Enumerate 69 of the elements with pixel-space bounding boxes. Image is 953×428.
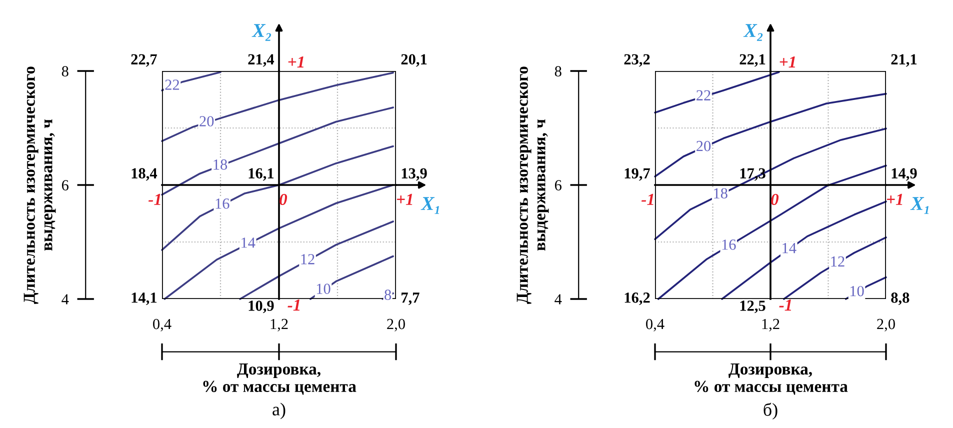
- y-tick-label: 4: [554, 294, 562, 304]
- series-label: 12: [301, 254, 314, 264]
- line-series: [783, 236, 887, 300]
- text: 19,7: [624, 168, 650, 181]
- series-label: 18: [714, 188, 728, 199]
- x-tick-label: 1,2: [270, 318, 288, 332]
- text: 13,9: [402, 168, 427, 181]
- x2-tick-label: -1: [148, 194, 160, 205]
- series-label: 14: [782, 243, 796, 254]
- series-label: 22: [696, 90, 710, 100]
- x-tick-label: 1,2: [762, 318, 780, 332]
- x-tick-label: 2,0: [877, 318, 895, 332]
- series-label: 20: [200, 116, 214, 126]
- text: 10,9: [248, 300, 274, 314]
- y-tick-label: 6: [554, 180, 562, 190]
- series-label: 22: [165, 80, 180, 90]
- y2-tick-label: -1: [288, 300, 300, 311]
- text: б): [764, 402, 778, 420]
- line-series: [161, 72, 394, 142]
- text: 20,1: [401, 54, 427, 67]
- series-label: 10: [316, 284, 330, 294]
- text: а): [272, 402, 286, 420]
- x-tick-label: 0,4: [153, 318, 172, 332]
- annotation: 16,1: [248, 168, 274, 181]
- series-label: 16: [216, 198, 230, 209]
- y-tick-label: 4: [62, 294, 69, 304]
- x2-tick-label: -1: [641, 194, 654, 205]
- series-label: 14: [242, 238, 256, 248]
- series-label: 20: [696, 140, 711, 152]
- text: 16,2: [624, 292, 650, 306]
- text: 14,1: [132, 292, 157, 306]
- text: 14,9: [892, 168, 917, 181]
- y2-axis-title: X₂: [743, 24, 763, 41]
- y-axis-title: Длительность изотермического выдерживания, ч: [24, 66, 56, 304]
- x2-tick-label: +1: [887, 194, 902, 205]
- line-series: [239, 220, 394, 300]
- line-series: [657, 164, 887, 300]
- x-axis-title: Дозировка, % от массы цемента: [694, 364, 848, 395]
- x2-axis-title: X₁: [910, 197, 929, 214]
- y2-tick-label: +1: [780, 56, 795, 68]
- y-tick-label: 8: [554, 66, 562, 76]
- x-tick-label: 0,4: [646, 318, 664, 332]
- y2-tick-label: +1: [288, 56, 304, 68]
- text: 22,1: [740, 54, 766, 67]
- text: 23,2: [624, 54, 650, 67]
- line-series: [161, 145, 394, 251]
- text: 22,7: [131, 54, 157, 67]
- text: 21,4: [248, 54, 274, 67]
- text: 12,5: [740, 300, 766, 314]
- text: 21,1: [891, 54, 917, 67]
- y-axis-title: Длительность изотермического выдерживания, ч: [516, 66, 549, 304]
- x-axis-title: Дозировка, % от массы цемента: [203, 364, 356, 395]
- line-series: [164, 184, 394, 300]
- series-label: 10: [850, 286, 864, 296]
- y-tick-label: 8: [62, 66, 68, 76]
- text: 7,7: [402, 292, 420, 306]
- x2-axis-title: X₁: [420, 197, 440, 214]
- series-label: 12: [831, 256, 844, 266]
- x-tick-label: 2,0: [387, 318, 405, 332]
- y2-axis-title: X₂: [252, 24, 272, 41]
- y-tick-label: 6: [62, 180, 68, 190]
- series-label: 8: [384, 290, 392, 300]
- series-label: 16: [722, 240, 736, 250]
- line-series: [654, 71, 780, 114]
- y2-tick-label: -1: [779, 300, 792, 311]
- x2-tick-label: +1: [397, 194, 412, 205]
- text: 18,4: [132, 168, 158, 181]
- text: 8,8: [891, 292, 910, 306]
- series-label: 18: [214, 159, 228, 170]
